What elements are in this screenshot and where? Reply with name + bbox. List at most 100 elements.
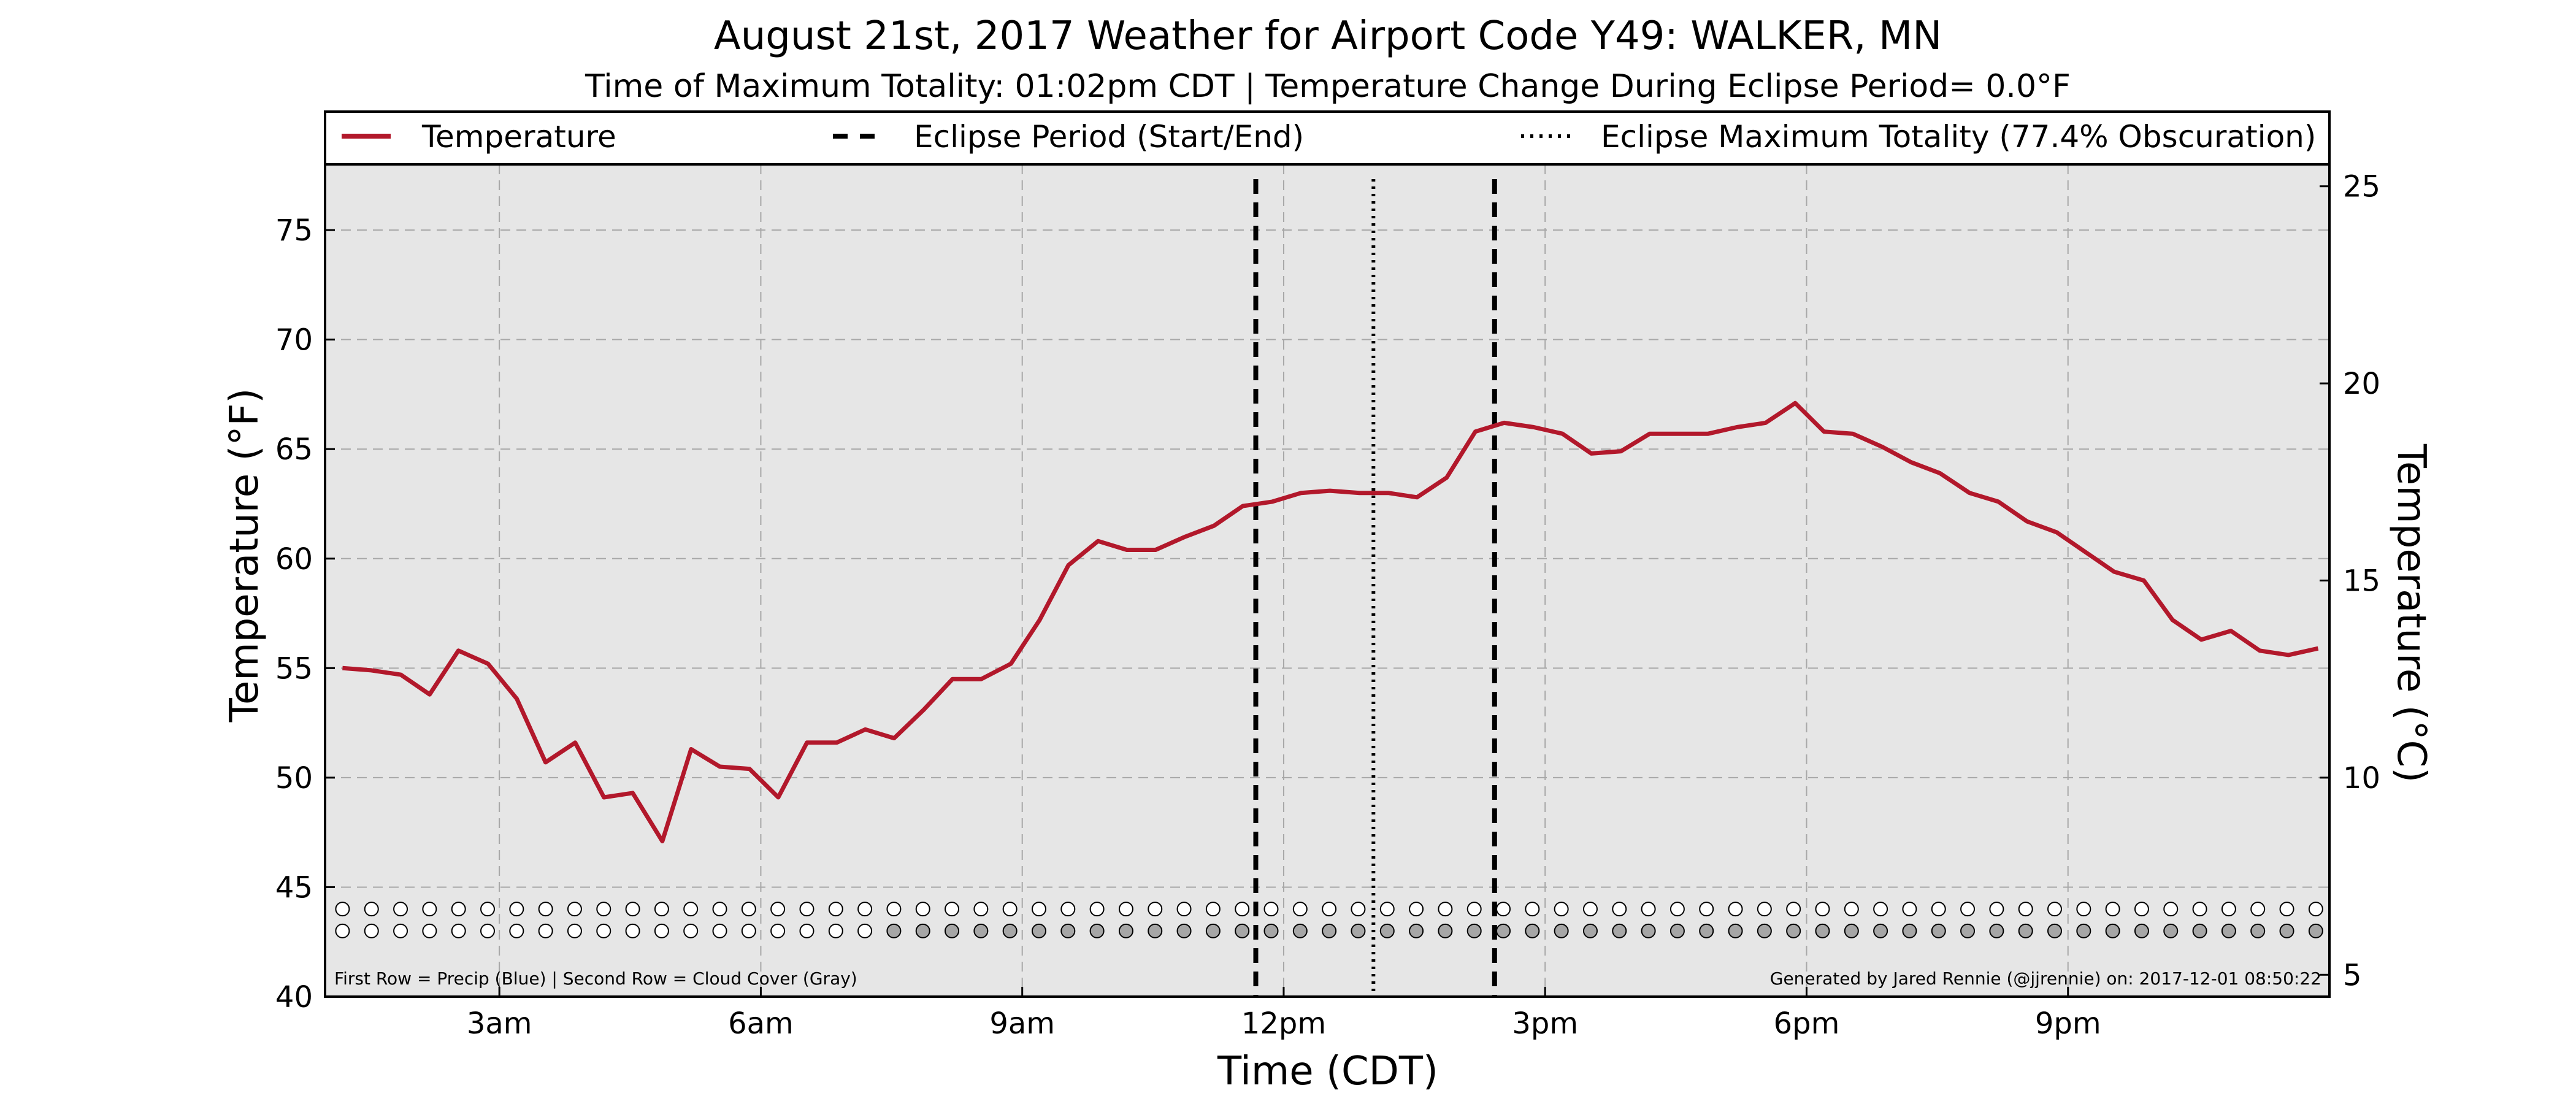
cloud-cover-marker [828, 923, 843, 938]
y-tick-label-75: 75 [275, 213, 313, 248]
chart-subtitle: Time of Maximum Totality: 01:02pm CDT | … [585, 68, 2071, 105]
legend-label-eclipse-period: Eclipse Period (Start/End) [914, 119, 1304, 155]
cloud-cover-marker [886, 923, 902, 938]
cloud-cover-marker [1669, 923, 1685, 938]
precip-marker [451, 902, 466, 917]
precip-marker [654, 902, 669, 917]
y-tick-label-45: 45 [275, 870, 313, 905]
precip-marker [364, 902, 379, 917]
precip-marker [1815, 902, 1830, 917]
cloud-cover-marker [1351, 923, 1366, 938]
x-tick-label-3pm: 3pm [1512, 1006, 1578, 1041]
cloud-cover-marker [2163, 923, 2179, 938]
precip-marker [2250, 902, 2266, 917]
precip-marker [1786, 902, 1801, 917]
cloud-cover-marker [1089, 923, 1105, 938]
precip-marker [1060, 902, 1076, 917]
cloud-cover-marker [799, 923, 815, 938]
precip-marker [335, 902, 350, 917]
cloud-cover-marker [741, 923, 756, 938]
y-tick-label-50: 50 [275, 761, 313, 795]
precip-marker [509, 902, 524, 917]
cloud-cover-marker [1699, 923, 1714, 938]
legend-label-eclipse-max: Eclipse Maximum Totality (77.4% Obscurat… [1601, 119, 2316, 155]
precip-marker [1438, 902, 1453, 917]
precip-marker [422, 902, 437, 917]
precip-marker [596, 902, 611, 917]
cloud-cover-marker [1989, 923, 2004, 938]
cloud-cover-marker [364, 923, 379, 938]
precip-marker [2279, 902, 2294, 917]
gridlines [325, 164, 2329, 997]
cloud-cover-marker [1496, 923, 1511, 938]
indicator-rows [335, 902, 2323, 938]
precip-marker [1176, 902, 1192, 917]
x-axis-label: Time (CDT) [1217, 1049, 1438, 1094]
cloud-cover-marker [1438, 923, 1453, 938]
cloud-cover-marker [770, 923, 786, 938]
y-right-tick-label-5: 5 [2343, 958, 2362, 992]
cloud-cover-marker [973, 923, 989, 938]
precip-marker [857, 902, 873, 917]
precip-marker [828, 902, 843, 917]
cloud-cover-marker [1118, 923, 1133, 938]
precip-marker [1292, 902, 1308, 917]
y-tick-label-40: 40 [275, 980, 313, 1014]
cloud-cover-marker [596, 923, 611, 938]
cloud-cover-marker [1060, 923, 1076, 938]
precip-marker [886, 902, 902, 917]
precip-marker [1205, 902, 1221, 917]
cloud-cover-marker [2308, 923, 2323, 938]
cloud-cover-marker [1148, 923, 1163, 938]
cloud-cover-marker [1786, 923, 1801, 938]
cloud-cover-marker [915, 923, 930, 938]
cloud-cover-marker [1292, 923, 1308, 938]
y-right-tick-label-20: 20 [2343, 367, 2380, 401]
cloud-cover-marker [1525, 923, 1540, 938]
y-right-tick-label-15: 15 [2343, 564, 2380, 599]
cloud-cover-marker [1612, 923, 1627, 938]
precip-marker [1466, 902, 1482, 917]
cloud-cover-marker [2250, 923, 2266, 938]
precip-marker [1582, 902, 1598, 917]
cloud-cover-marker [2192, 923, 2207, 938]
precip-marker [683, 902, 699, 917]
x-tick-label-6pm: 6pm [1774, 1006, 1840, 1041]
x-tick-label-3am: 3am [467, 1006, 532, 1041]
cloud-cover-marker [2134, 923, 2149, 938]
cloud-cover-marker [1960, 923, 1976, 938]
cloud-cover-marker [1902, 923, 1917, 938]
x-tick-label-6am: 6am [728, 1006, 794, 1041]
cloud-cover-marker [451, 923, 466, 938]
cloud-cover-marker [1031, 923, 1046, 938]
footnote-right: Generated by Jared Rennie (@jjrennie) on… [1770, 968, 2321, 989]
cloud-cover-marker [1176, 923, 1192, 938]
precip-marker [1902, 902, 1917, 917]
precip-marker [1757, 902, 1772, 917]
cloud-cover-marker [480, 923, 495, 938]
precip-marker [2018, 902, 2033, 917]
precip-marker [1002, 902, 1018, 917]
x-tick-label-9am: 9am [989, 1006, 1055, 1041]
precip-marker [538, 902, 553, 917]
precip-marker [1960, 902, 1976, 917]
y-axis-label-right: Temperature (°C) [2388, 443, 2434, 783]
precip-marker [1931, 902, 1946, 917]
cloud-cover-marker [1205, 923, 1221, 938]
precip-marker [1699, 902, 1714, 917]
series-line-temperature [342, 401, 2319, 843]
cloud-cover-marker [1235, 923, 1250, 938]
cloud-cover-marker [1757, 923, 1772, 938]
cloud-cover-marker [1641, 923, 1656, 938]
cloud-cover-marker [654, 923, 669, 938]
precip-marker [1525, 902, 1540, 917]
cloud-cover-marker [1844, 923, 1859, 938]
precip-marker [973, 902, 989, 917]
cloud-cover-marker [1873, 923, 1888, 938]
precip-marker [625, 902, 640, 917]
precip-marker [1728, 902, 1743, 917]
precip-marker [1641, 902, 1656, 917]
x-tick-label-12pm: 12pm [1241, 1006, 1326, 1041]
cloud-cover-marker [538, 923, 553, 938]
cloud-cover-marker [1322, 923, 1337, 938]
